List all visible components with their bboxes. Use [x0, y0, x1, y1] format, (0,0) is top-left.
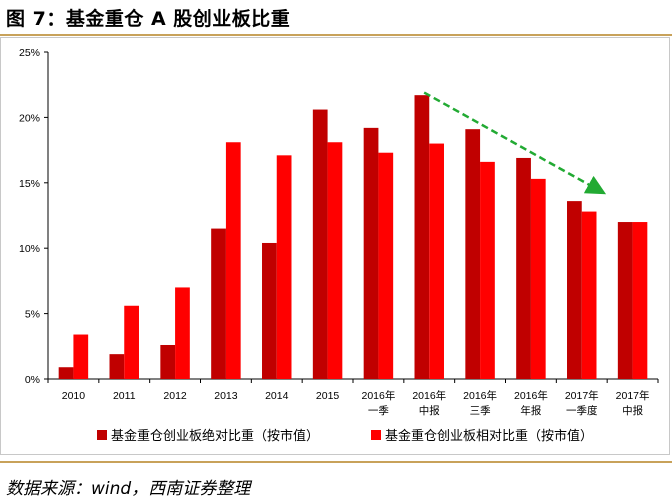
- bar-absolute: [465, 129, 481, 379]
- bar-relative: [480, 161, 495, 379]
- legend-label-relative: 基金重仓创业板相对比重（按市值）: [385, 428, 593, 444]
- bar-absolute: [363, 127, 379, 379]
- bar-absolute: [312, 109, 328, 379]
- y-tick-label: 10%: [19, 243, 40, 255]
- x-tick-label: 2014: [265, 390, 289, 402]
- x-tick-label: 三季: [470, 405, 491, 417]
- bar-relative: [378, 152, 394, 379]
- bar-chart: 0% 5% 10% 15% 20% 25% 2010 2011 2012 2013 2014 2015…: [19, 47, 659, 444]
- trend-arrow: [423, 91, 607, 195]
- source-note: 数据来源：wind，西南证券整理: [6, 479, 251, 499]
- bar-absolute: [262, 242, 277, 379]
- x-tick-label: 2010: [62, 390, 86, 402]
- x-tick-label: 中报: [622, 404, 643, 417]
- x-tick-label: 2016年: [463, 389, 497, 402]
- bar-relative: [327, 142, 343, 379]
- bar-absolute: [211, 228, 226, 379]
- bar-relative: [530, 178, 546, 379]
- bar-relative: [276, 155, 292, 379]
- y-tick-label: 15%: [19, 178, 40, 190]
- x-tick-label: 2016年: [412, 389, 446, 402]
- figure-title: 图 7：基金重仓 A 股创业板比重: [6, 8, 291, 30]
- bar-relative: [175, 287, 190, 379]
- x-tick-label: 2017年: [565, 389, 599, 402]
- source-rule: [0, 461, 672, 463]
- legend-swatch-absolute: [97, 430, 107, 440]
- bar-absolute: [567, 201, 582, 379]
- x-tick-label: 2015: [316, 390, 340, 402]
- bar-relative: [581, 211, 597, 379]
- x-tick-label: 2013: [214, 390, 238, 402]
- title-rule: [0, 34, 672, 36]
- x-tick-label: 2017年: [616, 389, 650, 402]
- bar-absolute: [414, 95, 430, 379]
- x-tick-label: 2012: [163, 390, 187, 402]
- x-tick-label: 中报: [419, 404, 440, 417]
- bar-absolute: [516, 157, 531, 379]
- legend-label-absolute: 基金重仓创业板绝对比重（按市值）: [111, 428, 319, 444]
- legend-swatch-relative: [371, 430, 381, 440]
- bar-absolute: [109, 354, 125, 379]
- bar-relative: [429, 143, 444, 379]
- bar-relative: [73, 334, 89, 379]
- bar-relative: [632, 222, 648, 379]
- bar-absolute: [160, 344, 176, 379]
- y-tick-label: 20%: [19, 112, 40, 124]
- x-tick-label: 2011: [113, 390, 136, 402]
- bar-relative: [225, 142, 241, 379]
- bar-relative: [124, 305, 139, 379]
- x-tick-label: 一季: [368, 405, 389, 417]
- chart-frame: [0, 37, 670, 455]
- y-tick-label: 5%: [25, 309, 40, 321]
- y-tick-label: 0%: [25, 374, 40, 386]
- x-tick-label: 2016年: [361, 389, 395, 402]
- x-tick-label: 年报: [520, 404, 541, 417]
- x-tick-label: 一季度: [566, 404, 598, 417]
- bar-absolute: [617, 222, 633, 379]
- y-tick-label: 25%: [19, 47, 40, 59]
- x-tick-label: 2016年: [514, 389, 548, 402]
- bar-absolute: [58, 367, 74, 379]
